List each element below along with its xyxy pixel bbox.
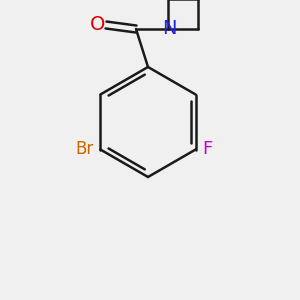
Text: O: O [90, 14, 106, 34]
Text: N: N [162, 19, 176, 38]
Text: F: F [202, 140, 213, 158]
Text: Br: Br [75, 140, 94, 158]
